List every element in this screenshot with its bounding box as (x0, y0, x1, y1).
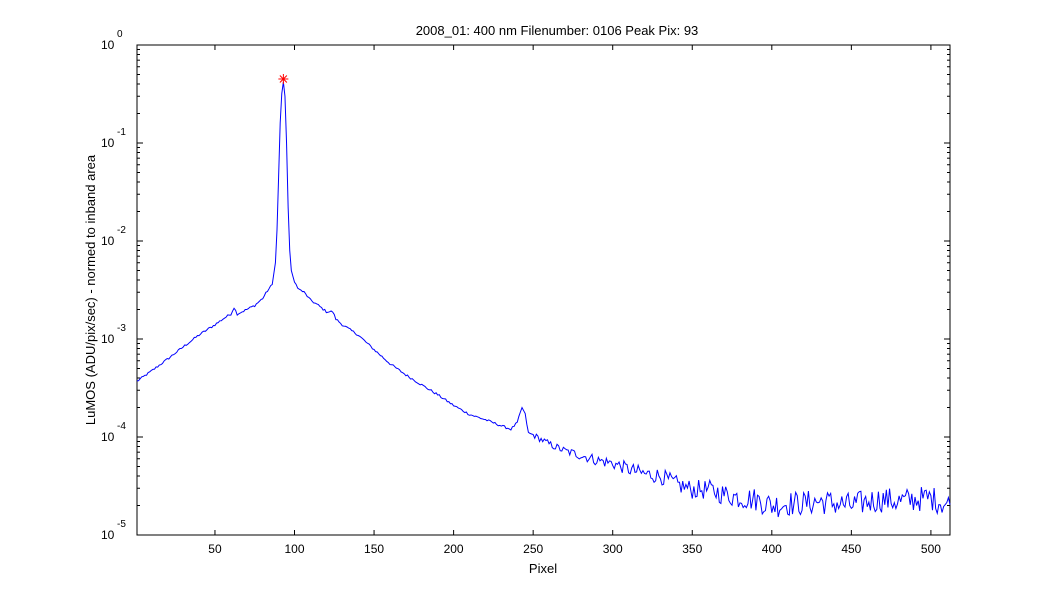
x-axis-label: Pixel (529, 561, 557, 576)
x-tick-label: 350 (682, 542, 702, 556)
y-tick-exponent: -3 (117, 323, 126, 334)
x-tick-label: 100 (284, 542, 304, 556)
peak-marker-stroke (279, 75, 288, 83)
spectrum-line (136, 81, 951, 518)
y-tick-exponent: -5 (117, 519, 126, 530)
peak-marker (278, 73, 289, 84)
y-tick-base: 10 (101, 38, 115, 52)
y-tick-exponent: -1 (117, 127, 126, 138)
x-tick-label: 500 (921, 542, 941, 556)
marker-layer (278, 73, 289, 84)
x-tick-label: 450 (841, 542, 861, 556)
plot-area (136, 44, 951, 536)
x-axis-ticks: 50 100 150 200 250 300 350 400 450 500 (208, 45, 941, 556)
y-tick-base: 10 (101, 528, 115, 542)
x-tick-label: 300 (603, 542, 623, 556)
x-tick-label: 200 (444, 542, 464, 556)
y-tick-base: 10 (101, 430, 115, 444)
y-tick-base: 10 (101, 234, 115, 248)
y-tick-base: 10 (101, 136, 115, 150)
chart-title: 2008_01: 400 nm Filenumber: 0106 Peak Pi… (416, 23, 699, 38)
x-tick-label: 400 (762, 542, 782, 556)
x-tick-label: 250 (523, 542, 543, 556)
x-tick-label: 150 (364, 542, 384, 556)
y-axis-label: LuMOS (ADU/pix/sec) - normed to inband a… (83, 154, 98, 425)
y-tick-exponent: -2 (117, 225, 126, 236)
x-tick-label: 50 (208, 542, 222, 556)
series-layer (136, 81, 951, 518)
y-tick-exponent: -4 (117, 421, 126, 432)
y-tick-base: 10 (101, 332, 115, 346)
y-tick-exponent: 0 (117, 29, 123, 40)
